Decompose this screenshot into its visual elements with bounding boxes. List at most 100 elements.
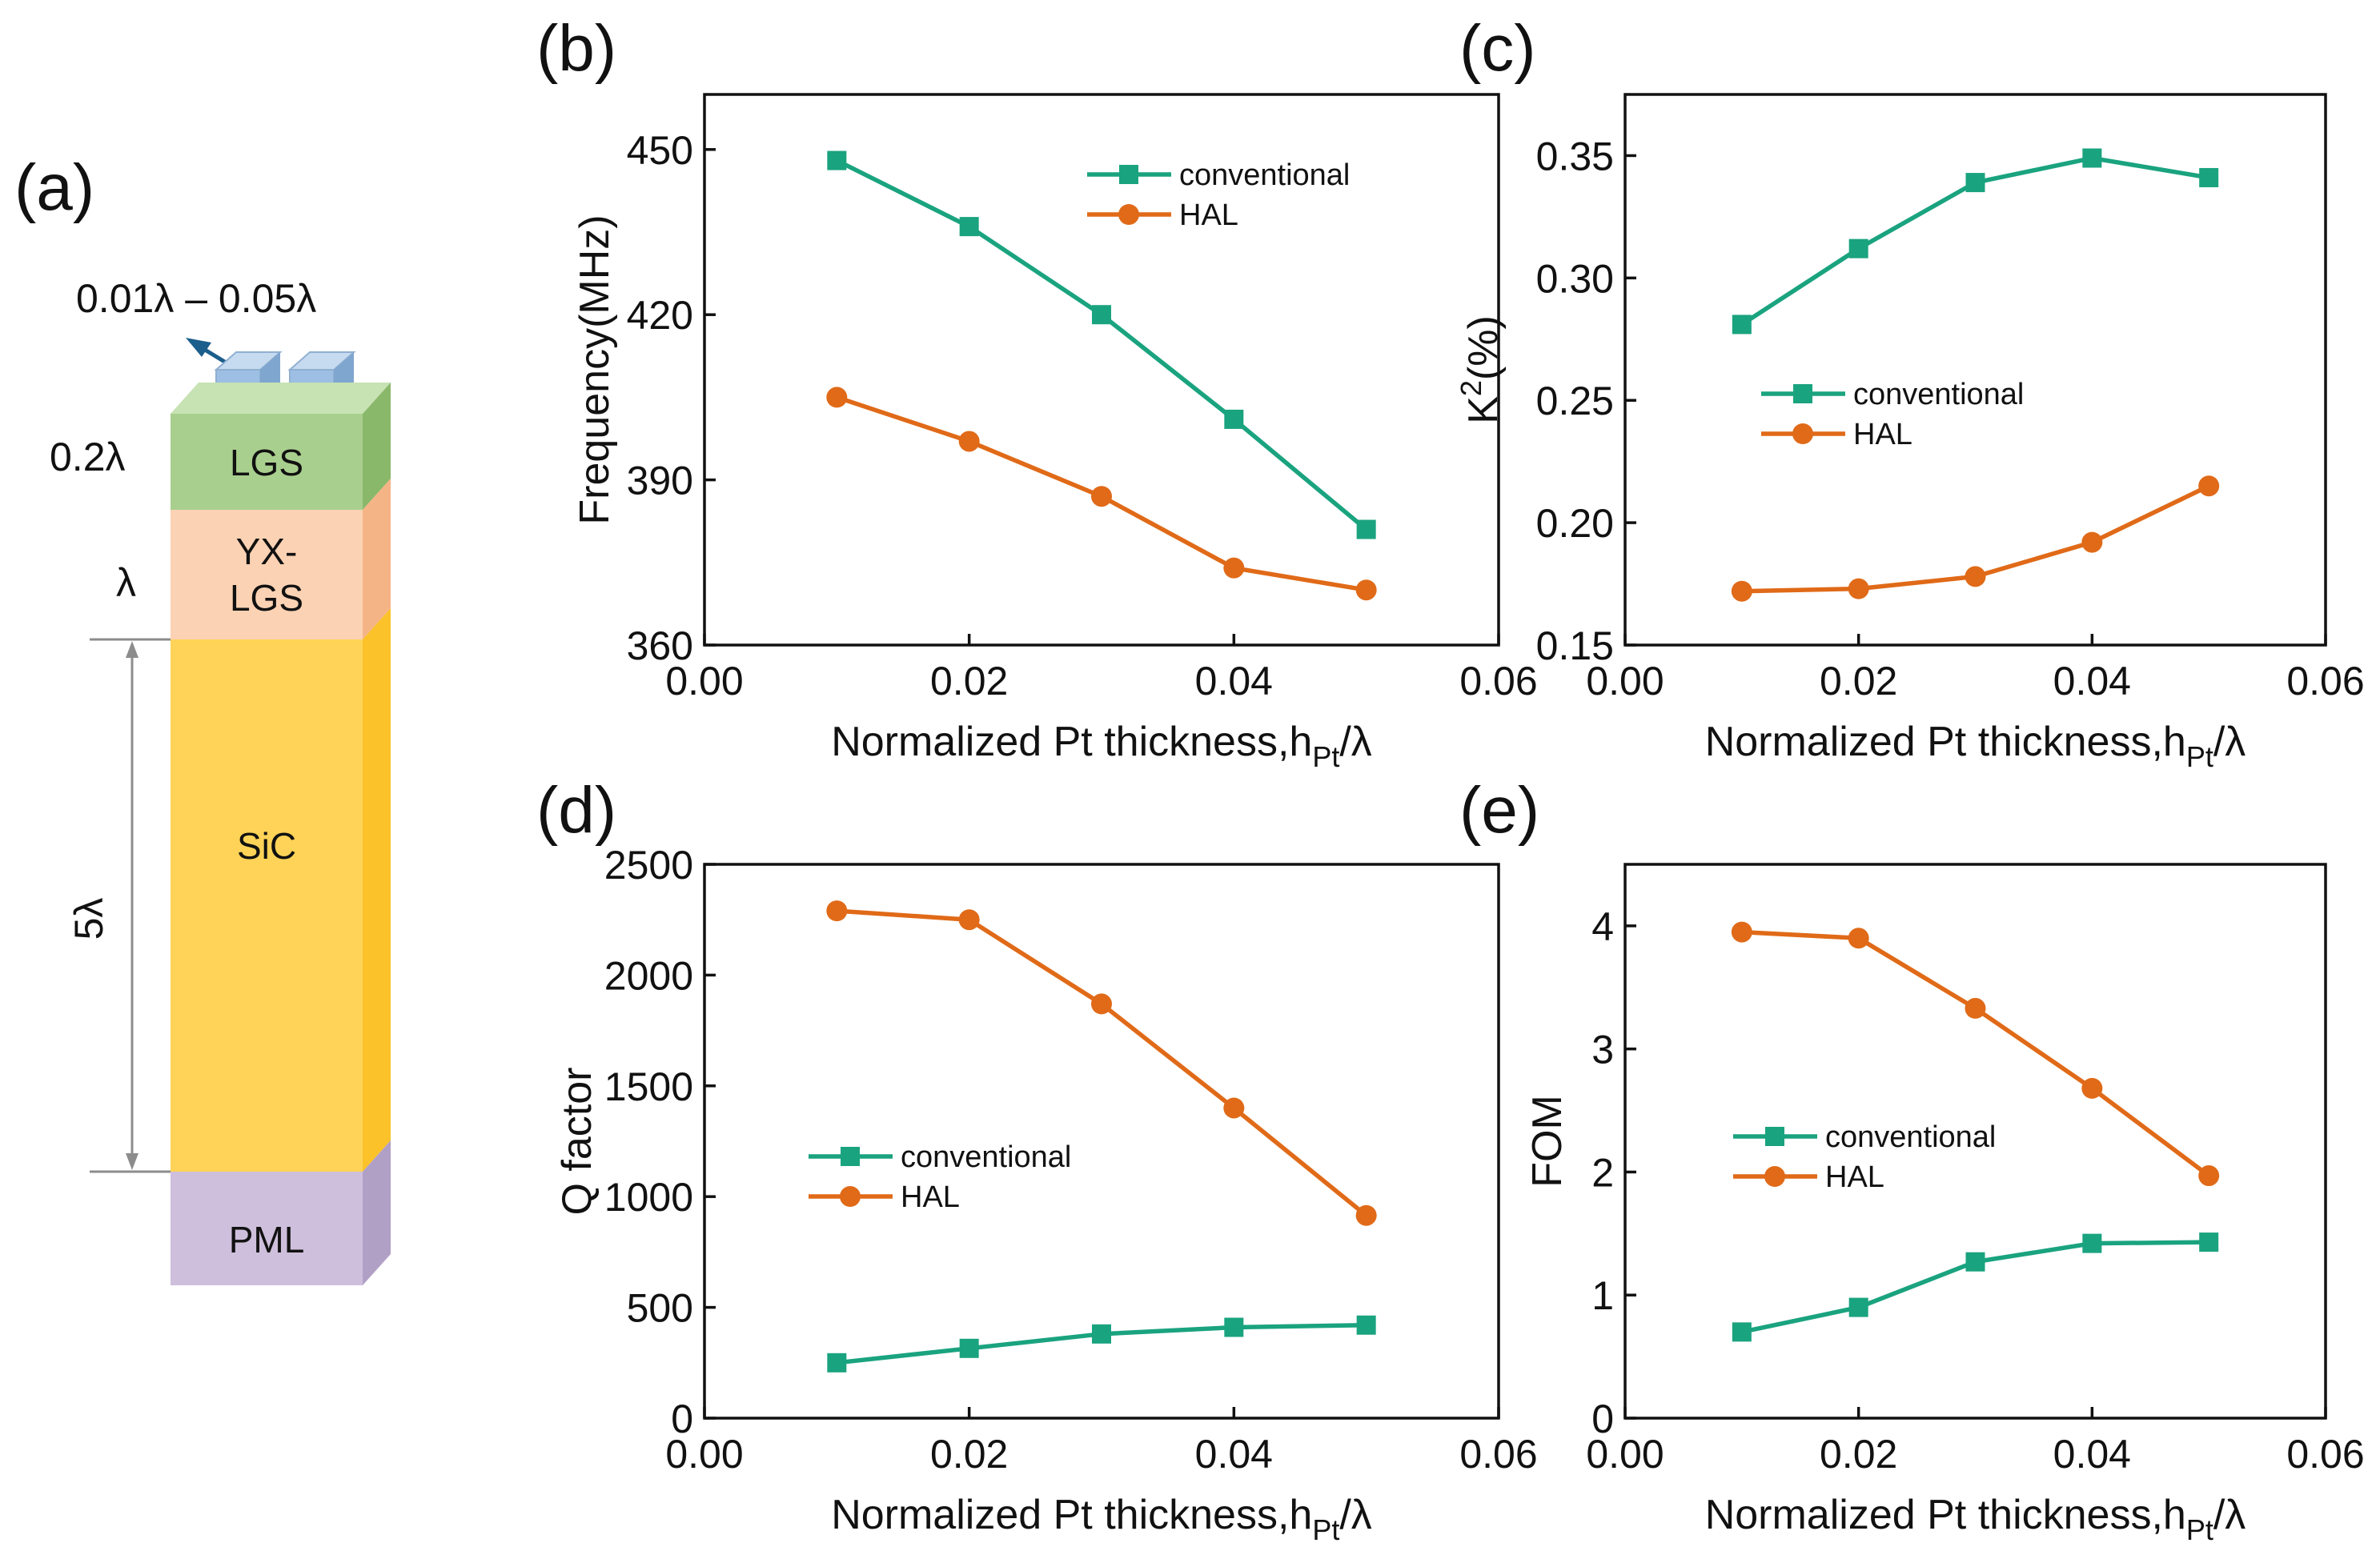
legend: conventional HAL <box>809 1140 1071 1214</box>
x-tick-label: 0.04 <box>1195 1432 1273 1477</box>
legend-marker <box>840 1186 861 1207</box>
legend-label: conventional <box>1825 1120 1996 1154</box>
y-tick-label: 2 <box>1591 1150 1614 1195</box>
data-point-conventional <box>2199 1232 2219 1252</box>
data-point-hal <box>1223 557 1245 579</box>
series-hal <box>826 387 1377 601</box>
sic-dimension-marker <box>90 638 171 1173</box>
data-point-conventional <box>959 217 979 237</box>
plot-frame <box>703 93 1500 647</box>
stack-layer-pml: PML <box>171 1140 391 1285</box>
data-point-conventional <box>1224 409 1244 429</box>
data-point-conventional <box>827 1353 847 1373</box>
legend-label: HAL <box>1825 1160 1884 1194</box>
y-tick-label: 1000 <box>604 1175 693 1220</box>
data-point-conventional <box>1965 173 1985 193</box>
y-axis-title: Q factor <box>554 1068 600 1216</box>
stack-layer-sic: SiC <box>171 608 391 1172</box>
y-tick-label: 0.20 <box>1536 501 1614 546</box>
legend-marker <box>1765 1127 1784 1146</box>
data-point-hal <box>1731 580 1752 602</box>
x-axis-title: Normalized Pt thickness,hPt/λ <box>1705 1492 2246 1546</box>
y-axis-title: FOM <box>1524 1095 1571 1188</box>
data-point-hal <box>2081 531 2103 553</box>
legend-marker <box>1119 165 1138 184</box>
x-tick-label: 0.00 <box>665 1432 743 1477</box>
legend-label: conventional <box>901 1140 1071 1174</box>
legend-label: HAL <box>1853 418 1912 451</box>
x-tick-label: 0.04 <box>2053 1432 2131 1477</box>
chart-k2: (c)0.00 0.02 0.04 0.060.150.200.250.300.35N… <box>1455 12 2365 773</box>
legend-label: HAL <box>1179 198 1238 232</box>
series-conventional <box>1732 148 2219 335</box>
stack-layer-yx-lgs-label-line1: YX- <box>236 531 298 572</box>
y-tick-label: 390 <box>627 459 693 503</box>
data-point-conventional <box>1848 238 1868 258</box>
series-conventional <box>827 1315 1376 1373</box>
y-tick-label: 0.35 <box>1536 134 1614 178</box>
electrode-pointer-arrowhead <box>186 338 211 357</box>
data-point-hal <box>2198 1165 2220 1187</box>
data-point-conventional <box>1732 315 1752 335</box>
y-tick-label: 2000 <box>604 953 693 998</box>
data-point-hal <box>1355 1204 1377 1226</box>
plot-frame <box>703 863 1500 1420</box>
chart-q-factor: (d) 0.00 0.02 0.04 0.06 0 500 1000 1500 2000 2500 N… <box>536 774 1538 1546</box>
y-tick-label: 1500 <box>604 1064 693 1109</box>
x-axis-title: Normalized Pt thickness,hPt/λ <box>831 1492 1372 1546</box>
x-axis-title: Normalized Pt thickness,hPt/λ <box>1705 719 2246 773</box>
y-tick-label: 0 <box>1591 1397 1614 1441</box>
y-tick-label: 420 <box>627 293 693 338</box>
data-point-hal <box>1223 1097 1245 1119</box>
stack-layer-lgs: LGS <box>171 383 391 510</box>
plot-frame <box>1623 93 2327 647</box>
data-point-hal <box>1355 579 1377 601</box>
chart-panel-label: (b) <box>536 12 616 85</box>
x-tick-label: 0.00 <box>1586 659 1664 703</box>
legend-marker <box>1118 204 1139 225</box>
legend-marker <box>1764 1166 1785 1187</box>
y-axis-title: K2(%) <box>1455 315 1507 424</box>
stack-layer-sic-thickness: 5λ <box>66 898 111 940</box>
legend-marker <box>1792 423 1813 444</box>
data-point-conventional <box>1092 305 1111 325</box>
stack-layer-yx-lgs-thickness: λ <box>116 560 136 605</box>
series-hal <box>826 900 1377 1226</box>
x-tick-label: 0.04 <box>2053 659 2131 703</box>
data-point-hal <box>2198 475 2220 497</box>
data-point-hal <box>826 900 848 922</box>
data-point-conventional <box>827 150 847 170</box>
plot-frame <box>1623 863 2327 1420</box>
stack-layer-pml-label: PML <box>229 1219 305 1260</box>
data-point-conventional <box>1224 1317 1244 1337</box>
data-point-conventional <box>2082 1233 2102 1253</box>
legend-label: HAL <box>901 1180 960 1214</box>
stack-layer-yx-lgs-label-line2: LGS <box>230 577 303 619</box>
data-point-conventional <box>1092 1324 1111 1344</box>
stack-layer-lgs-label: LGS <box>230 442 303 483</box>
x-axis-title: Normalized Pt thickness,hPt/λ <box>831 719 1372 773</box>
legend: conventional HAL <box>1087 158 1350 232</box>
data-point-conventional <box>1356 1315 1376 1335</box>
legend-label: conventional <box>1179 158 1350 192</box>
y-axis-title: Frequency(MHz) <box>572 214 618 524</box>
x-tick-label: 0.02 <box>1820 1432 1897 1477</box>
legend-marker <box>841 1147 860 1166</box>
data-point-hal <box>958 431 980 452</box>
data-point-hal <box>1965 997 1986 1019</box>
x-tick-label: 0.02 <box>930 1432 1008 1477</box>
series-hal <box>1731 921 2220 1187</box>
data-point-conventional <box>1965 1252 1985 1272</box>
chart-frequency: (b) 0.00 0.02 0.04 0.06 360 390 420 450 Normalize… <box>536 12 1538 773</box>
data-point-hal <box>958 909 980 931</box>
x-tick-label: 0.00 <box>665 659 743 703</box>
legend-label: conventional <box>1853 378 2024 411</box>
electrode-thickness-label: 0.01λ – 0.05λ <box>76 276 316 321</box>
data-point-conventional <box>2199 167 2219 187</box>
chart-panel-label: (d) <box>536 774 616 847</box>
stack-panel: (a) 0.01λ – 0.05λ LGS 0.2λ YX- <box>14 151 391 1285</box>
y-tick-label: 0.25 <box>1536 379 1614 423</box>
y-tick-label: 500 <box>627 1286 693 1331</box>
data-point-hal <box>1848 578 1869 599</box>
legend-marker <box>1793 384 1812 403</box>
